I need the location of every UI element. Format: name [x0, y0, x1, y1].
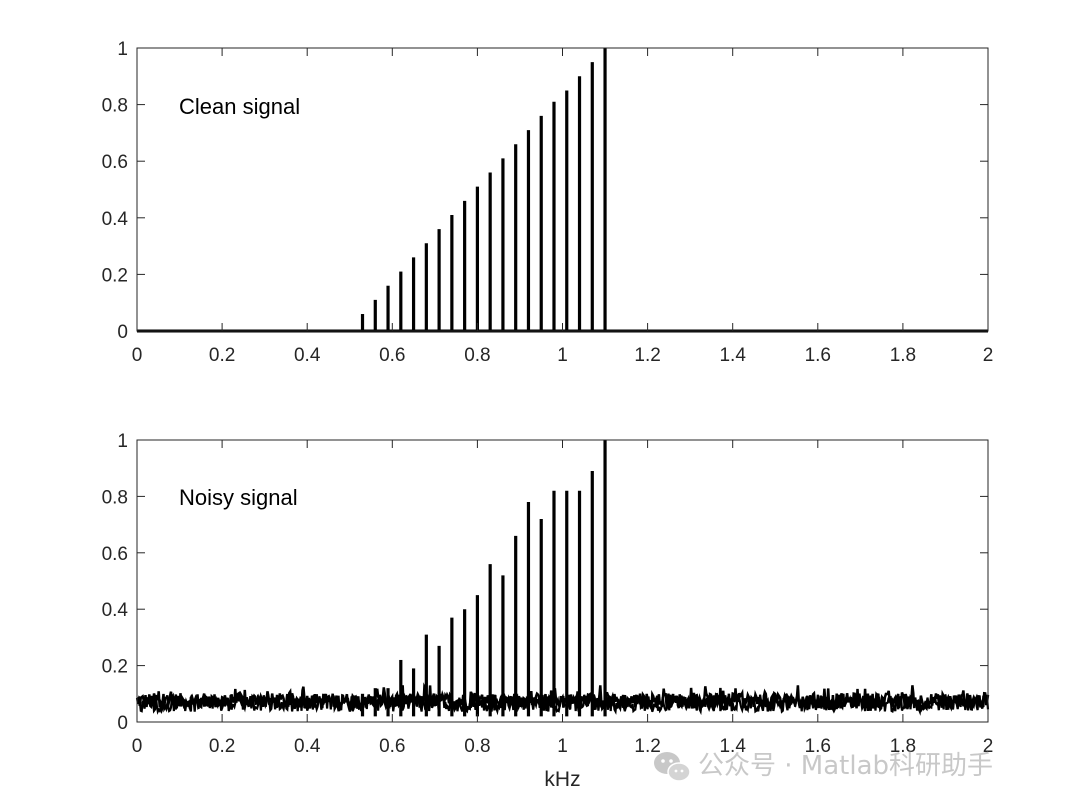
y-tick-label: 0.8: [102, 96, 128, 117]
y-tick-label: 1: [117, 39, 128, 60]
top-ticks: 0 0.2 0.4 0.6 0.8 1 1.2 1.4 1.6 1.8 2 0 0.2 0.4 0.6 0.8…: [102, 39, 994, 366]
x-axis-label: kHz: [544, 768, 580, 791]
bottom-ticks: 0 0.2 0.4 0.6 0.8 1 1.2 1.4 1.6 1.8 2 0 0.2 0.4 0.6 0.8…: [102, 431, 994, 757]
y-tick-label: 0.6: [102, 544, 128, 565]
bottom-subplot: 0 0.2 0.4 0.6 0.8 1 1.2 1.4 1.6 1.8 2 0 0.2 0.4 0.6 0.8…: [102, 431, 994, 791]
x-tick-label: 1.8: [890, 736, 916, 757]
x-tick-label: 1.6: [805, 736, 831, 757]
y-tick-label: 0.4: [102, 600, 129, 621]
wechat-icon: [654, 752, 691, 782]
x-tick-label: 0.6: [379, 736, 405, 757]
x-tick-label: 1.6: [805, 345, 831, 366]
x-tick-label: 1.2: [634, 736, 660, 757]
x-tick-label: 0.8: [464, 345, 490, 366]
watermark-text: 公众号 · Matlab科研助手: [698, 751, 993, 781]
x-tick-label: 1.2: [634, 345, 660, 366]
x-tick-label: 0: [132, 736, 143, 757]
x-tick-label: 0: [132, 345, 143, 366]
bottom-annotation: Noisy signal: [179, 485, 298, 510]
x-tick-label: 1.8: [890, 345, 916, 366]
y-tick-label: 0.4: [102, 209, 129, 230]
x-tick-label: 0.4: [294, 345, 321, 366]
top-annotation: Clean signal: [179, 94, 300, 119]
y-tick-label: 0.8: [102, 487, 128, 508]
top-subplot: 0 0.2 0.4 0.6 0.8 1 1.2 1.4 1.6 1.8 2 0 0.2 0.4 0.6 0.8…: [102, 39, 994, 366]
bottom-plot-data: [135, 440, 990, 717]
x-tick-label: 0.8: [464, 736, 490, 757]
x-tick-label: 1.4: [719, 345, 746, 366]
top-plot-data: [137, 48, 988, 333]
x-tick-label: 0.4: [294, 736, 321, 757]
y-tick-label: 0: [117, 713, 128, 734]
x-tick-label: 0.6: [379, 345, 405, 366]
top-axes-frame: [136, 47, 989, 332]
y-tick-label: 0.2: [102, 265, 128, 286]
y-tick-label: 1: [117, 431, 128, 452]
x-tick-label: 1.4: [719, 736, 746, 757]
x-tick-label: 1: [557, 345, 568, 366]
bottom-axes-frame: [136, 439, 989, 723]
x-tick-label: 2: [983, 736, 994, 757]
x-tick-label: 1: [557, 736, 568, 757]
x-tick-label: 2: [983, 345, 994, 366]
y-tick-label: 0.6: [102, 152, 128, 173]
x-tick-label: 0.2: [209, 345, 235, 366]
y-tick-label: 0: [117, 322, 128, 343]
watermark: 公众号 · Matlab科研助手: [654, 751, 993, 782]
y-tick-label: 0.2: [102, 657, 128, 678]
noise-trace-2: [135, 691, 990, 716]
x-tick-label: 0.2: [209, 736, 235, 757]
